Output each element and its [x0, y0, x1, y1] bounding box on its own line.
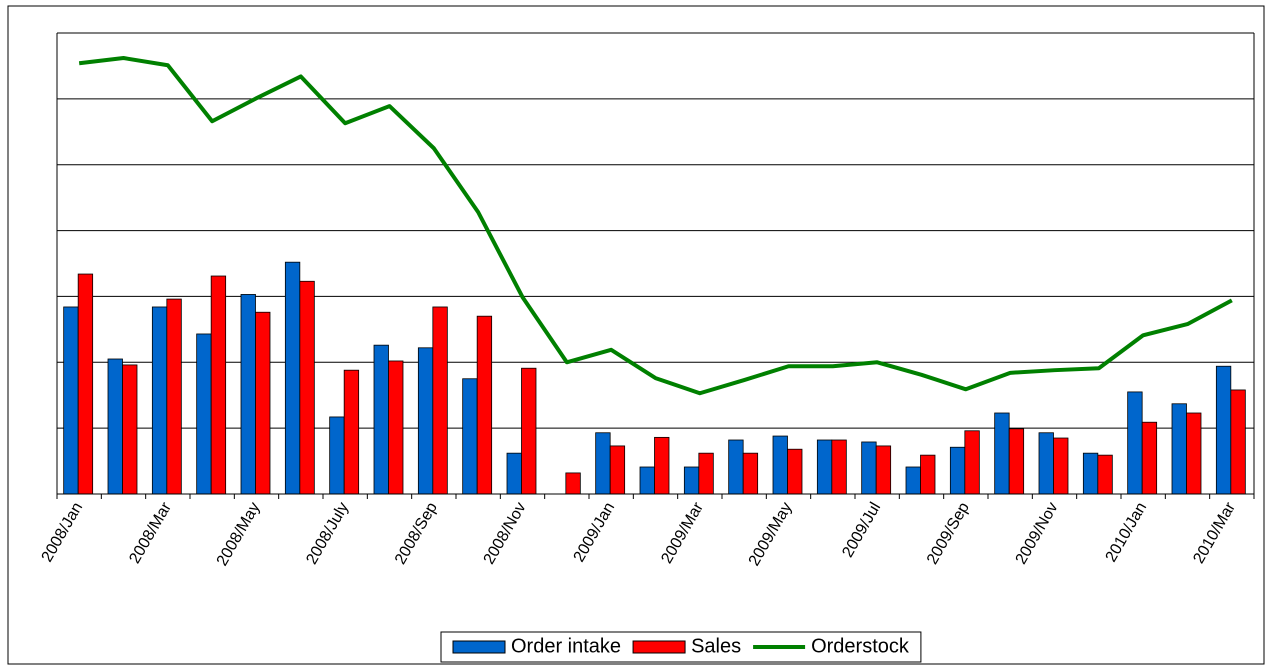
- bar: [1171, 403, 1187, 495]
- bar: [772, 435, 788, 495]
- line: [78, 56, 1233, 396]
- bar: [565, 472, 581, 495]
- bar: [521, 367, 537, 495]
- bar: [329, 416, 345, 495]
- bar: [373, 344, 389, 495]
- bar: [196, 333, 212, 495]
- bar: [1038, 432, 1054, 495]
- bar: [654, 436, 670, 495]
- bar: [698, 452, 714, 495]
- legend-label: Sales: [691, 635, 741, 657]
- bar: [284, 261, 301, 495]
- bar: [1215, 365, 1232, 495]
- bar: [831, 439, 847, 495]
- bar: [949, 446, 966, 495]
- bar: [875, 445, 892, 495]
- legend-swatch: [632, 640, 686, 654]
- bar: [240, 294, 256, 495]
- bar: [609, 445, 626, 495]
- bar: [920, 454, 936, 495]
- bar: [388, 360, 404, 495]
- bar: [639, 466, 655, 495]
- bar: [462, 378, 478, 495]
- bar: [1008, 428, 1025, 495]
- bar: [905, 466, 921, 495]
- bar: [506, 452, 522, 495]
- bar: [728, 439, 744, 495]
- bar: [595, 432, 611, 495]
- bar: [77, 273, 94, 495]
- bar: [432, 306, 448, 495]
- bar: [787, 448, 803, 495]
- bar: [1082, 452, 1099, 495]
- legend-label: Order intake: [511, 635, 621, 657]
- bar: [299, 280, 315, 495]
- bar: [343, 369, 360, 495]
- legend-label: Orderstock: [811, 635, 910, 657]
- bar: [816, 439, 833, 495]
- legend: Order intake Sales Orderstock: [440, 631, 922, 663]
- bar: [1141, 421, 1158, 495]
- bar: [210, 275, 227, 495]
- bar: [63, 306, 79, 495]
- bar: [1097, 454, 1113, 495]
- bar: [683, 466, 700, 495]
- bar: [417, 347, 434, 495]
- bar: [166, 298, 182, 495]
- bar: [964, 430, 980, 495]
- bar: [861, 441, 877, 495]
- bar: [1186, 412, 1202, 495]
- bar: [1127, 391, 1143, 495]
- bar: [151, 306, 168, 495]
- bar: [107, 358, 123, 495]
- bar: [742, 452, 759, 495]
- bar: [476, 315, 493, 495]
- bar: [122, 364, 138, 495]
- legend-swatch: [452, 640, 506, 654]
- bar: [1053, 437, 1069, 495]
- bar: [255, 311, 271, 495]
- bar: [1230, 389, 1246, 495]
- bar: [994, 412, 1010, 495]
